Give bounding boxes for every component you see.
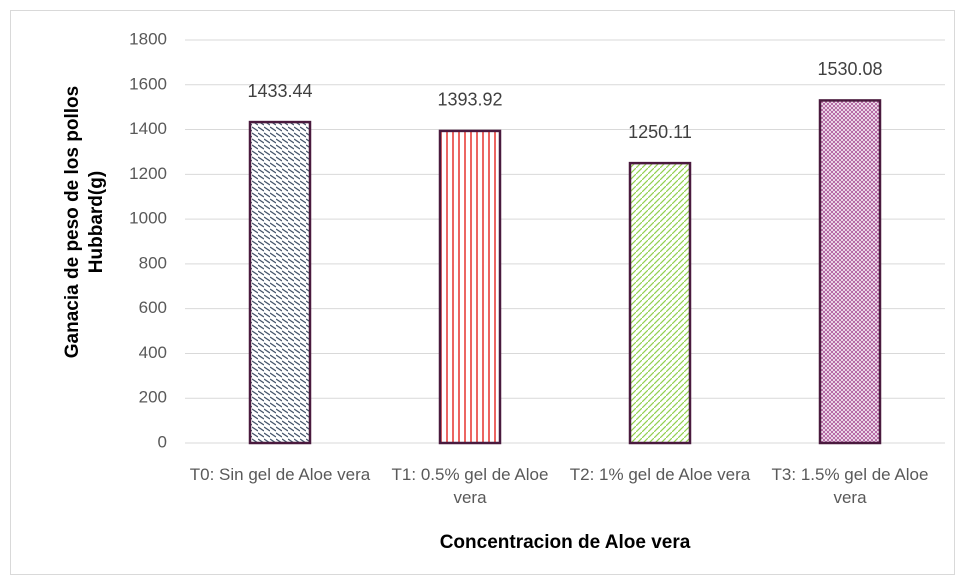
y-tick-label: 1600 bbox=[129, 74, 167, 93]
bar bbox=[628, 161, 692, 445]
x-axis-title: Concentracion de Aloe vera bbox=[439, 532, 691, 553]
x-tick-label: T0: Sin gel de Aloe vera bbox=[189, 465, 371, 484]
y-tick-label: 400 bbox=[139, 343, 167, 362]
bar bbox=[438, 129, 502, 445]
value-label: 1393.92 bbox=[437, 90, 502, 110]
bar bbox=[248, 120, 312, 445]
x-tick-label: T3: 1.5% gel de Aloe vera bbox=[771, 465, 929, 507]
y-tick-label: 600 bbox=[139, 298, 167, 317]
chart-border bbox=[10, 10, 955, 575]
x-tick-label: T1: 0.5% gel de Aloe vera bbox=[391, 465, 549, 507]
y-tick-label: 1400 bbox=[129, 119, 167, 138]
y-tick-label: 200 bbox=[139, 388, 167, 407]
y-tick-label: 800 bbox=[139, 253, 167, 272]
y-tick-label: 1800 bbox=[129, 29, 167, 48]
bar bbox=[818, 99, 882, 445]
y-tick-label: 1200 bbox=[129, 164, 167, 183]
x-tick-label: T2: 1% gel de Aloe vera bbox=[569, 465, 751, 484]
value-label: 1433.44 bbox=[247, 81, 312, 101]
y-tick-label: 1000 bbox=[129, 209, 167, 228]
y-axis-title: Ganacia de peso de los pollos Hubbard(g) bbox=[62, 85, 107, 359]
value-label: 1530.08 bbox=[817, 59, 882, 79]
y-tick-label: 0 bbox=[158, 432, 167, 451]
value-label: 1250.11 bbox=[628, 122, 692, 142]
